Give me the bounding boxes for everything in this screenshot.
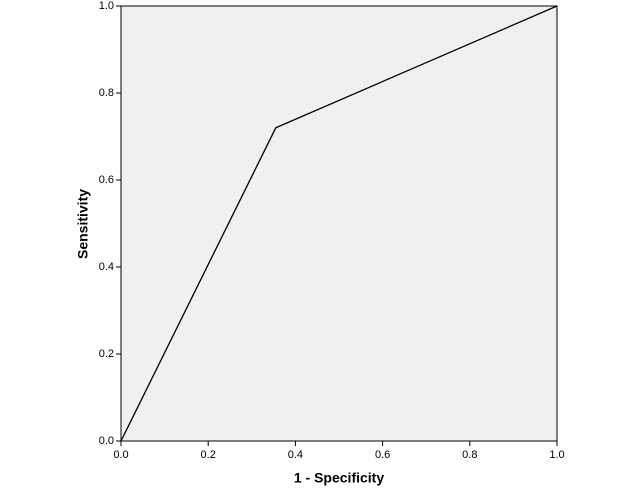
- x-tick-label: 0.0: [113, 449, 128, 461]
- y-tick-label: 0.2: [99, 348, 114, 360]
- x-tick-label: 0.2: [201, 449, 216, 461]
- x-axis-label: 1 - Specificity: [294, 470, 384, 486]
- y-tick-label: 0.0: [99, 435, 114, 447]
- y-axis-label: Sensitivity: [75, 189, 91, 259]
- y-tick-label: 0.8: [99, 87, 114, 99]
- x-tick-label: 0.4: [288, 449, 303, 461]
- y-tick-label: 1.0: [99, 0, 114, 12]
- x-tick-label: 1.0: [549, 449, 564, 461]
- plot-area: [120, 5, 558, 442]
- x-tick-label: 0.8: [462, 449, 477, 461]
- roc-line: [120, 5, 558, 442]
- y-tick-label: 0.6: [99, 174, 114, 186]
- x-tick-label: 0.6: [375, 449, 390, 461]
- y-tick-label: 0.4: [99, 261, 114, 273]
